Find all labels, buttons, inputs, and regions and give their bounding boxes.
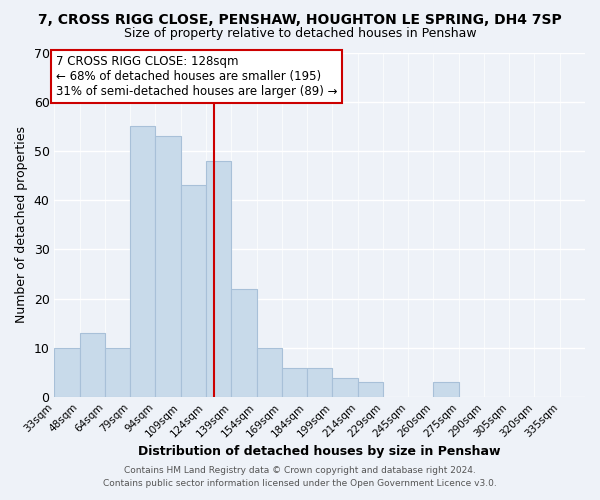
Bar xyxy=(155,136,181,397)
Bar xyxy=(55,348,80,397)
Bar xyxy=(105,348,130,397)
Bar xyxy=(206,161,231,397)
Text: 7, CROSS RIGG CLOSE, PENSHAW, HOUGHTON LE SPRING, DH4 7SP: 7, CROSS RIGG CLOSE, PENSHAW, HOUGHTON L… xyxy=(38,12,562,26)
Bar xyxy=(181,186,206,397)
Bar xyxy=(433,382,458,397)
Bar xyxy=(231,289,257,397)
Bar xyxy=(257,348,282,397)
Bar xyxy=(282,368,307,397)
Bar xyxy=(307,368,332,397)
Text: 7 CROSS RIGG CLOSE: 128sqm
← 68% of detached houses are smaller (195)
31% of sem: 7 CROSS RIGG CLOSE: 128sqm ← 68% of deta… xyxy=(56,55,338,98)
X-axis label: Distribution of detached houses by size in Penshaw: Distribution of detached houses by size … xyxy=(139,444,501,458)
Bar xyxy=(130,126,155,397)
Bar xyxy=(80,333,105,397)
Bar xyxy=(332,378,358,397)
Bar xyxy=(358,382,383,397)
Text: Contains HM Land Registry data © Crown copyright and database right 2024.
Contai: Contains HM Land Registry data © Crown c… xyxy=(103,466,497,487)
Y-axis label: Number of detached properties: Number of detached properties xyxy=(15,126,28,324)
Text: Size of property relative to detached houses in Penshaw: Size of property relative to detached ho… xyxy=(124,28,476,40)
